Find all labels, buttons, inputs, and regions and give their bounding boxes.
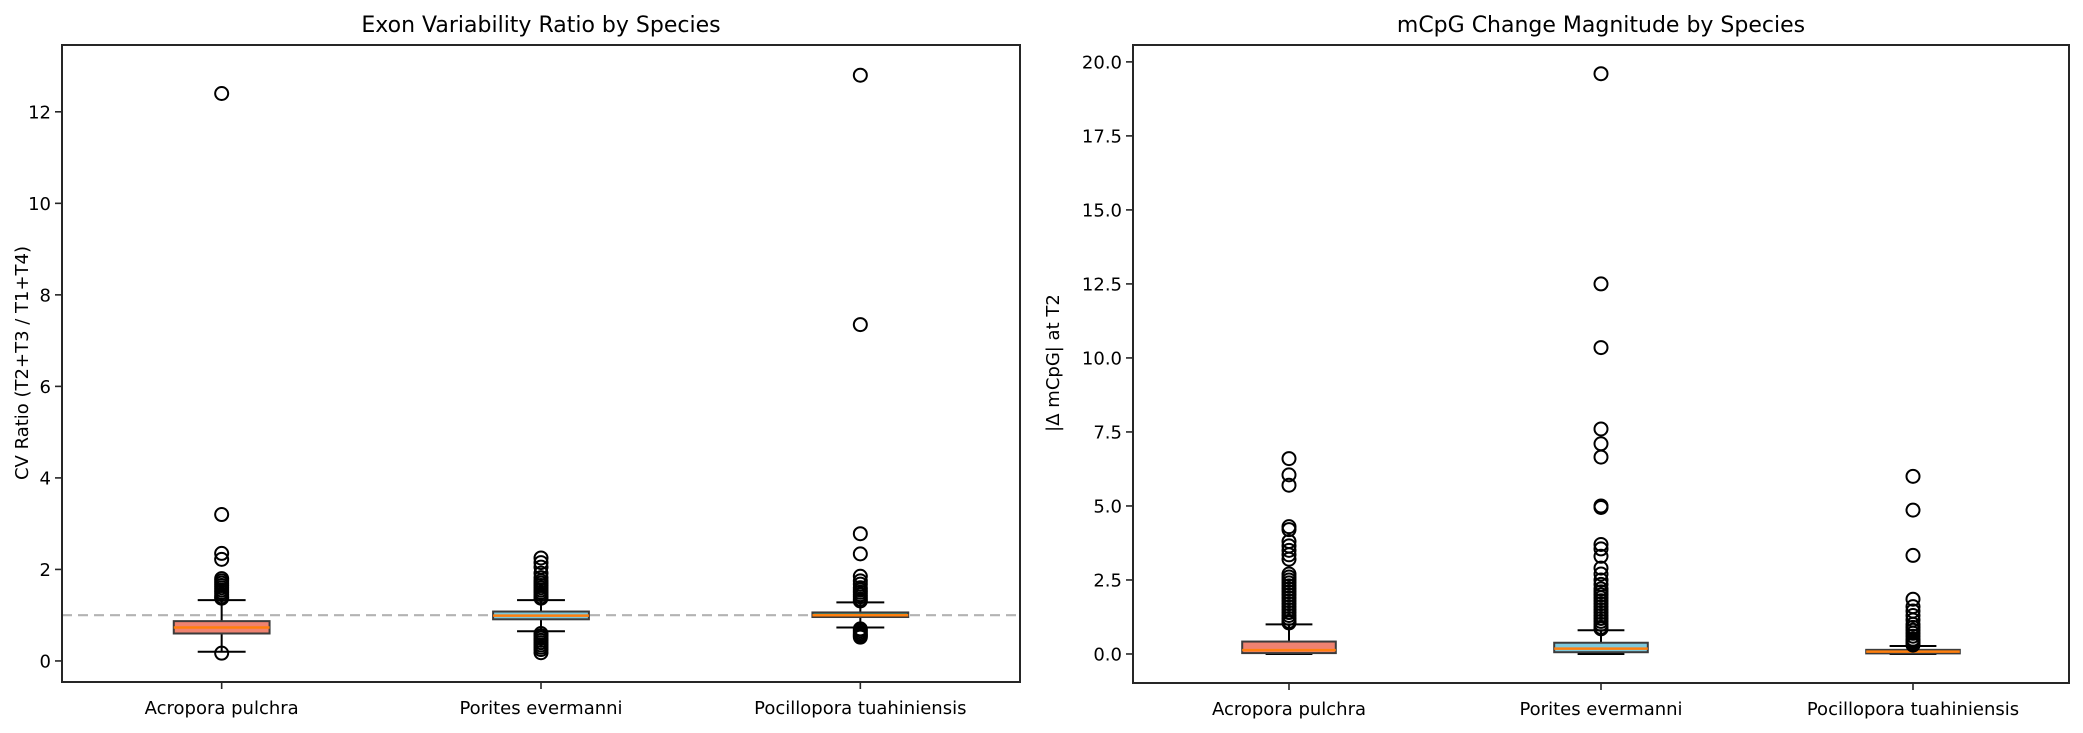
chart-title: Exon Variability Ratio by Species [361,13,720,38]
x-tick-label: Acropora pulchra [145,698,299,719]
panel-mcpg-change: mCpG Change Magnitude by Species |Δ mCpG… [1043,13,2070,720]
outlier-point [1281,451,1297,467]
outlier-point [1593,536,1609,552]
outlier-point [1281,519,1297,535]
x-tick-label: Acropora pulchra [1212,699,1366,720]
x-tick-label: Pocillopora tuahiniensis [754,698,966,719]
outlier-point [214,645,230,661]
outlier-point [1905,591,1921,607]
x-tick-label: Porites evermanni [1519,699,1682,720]
y-tick-label: 17.5 [1082,126,1122,147]
y-tick-label: 4 [40,468,51,489]
outlier-point [1593,572,1609,588]
outlier-point [1593,340,1609,356]
y-tick-label: 5.0 [1093,496,1122,517]
y-tick-label: 6 [40,377,51,398]
outlier-point [1281,542,1297,558]
outlier-point [1593,560,1609,576]
box-porites-evermanni [1553,66,1649,655]
y-tick-label: 12 [28,102,51,123]
outlier-point [852,629,868,645]
y-tick-label: 8 [40,285,51,306]
outlier-point [1593,548,1609,564]
outlier-point [1593,499,1609,515]
plot-area: Acropora pulchra Porites evermanni Pocillo… [28,44,1021,719]
outlier-point [852,546,868,562]
x-tick-label: Porites evermanni [459,698,622,719]
outlier-point [1905,502,1921,518]
x-tick-label: Pocillopora tuahiniensis [1807,699,2019,720]
outlier-point [1905,607,1921,623]
outlier-point [214,590,230,606]
outlier-point [1593,449,1609,465]
outlier-point [214,551,230,567]
outlier-point [1905,547,1921,563]
y-tick-label: 7.5 [1093,422,1122,443]
y-tick-label: 0 [40,651,51,672]
y-axis-label: |Δ mCpG| at T2 [1043,294,1064,432]
outlier-point [214,86,230,102]
box-pocillopora-tuahiniensis [811,67,910,645]
outlier-point [214,507,230,523]
y-tick-label: 10.0 [1082,348,1122,369]
outlier-point [1593,66,1609,82]
box-pocillopora-tuahiniensis [1865,468,1961,655]
outlier-point [1281,467,1297,483]
y-tick-label: 2 [40,560,51,581]
outlier-point [1593,421,1609,437]
outlier-point [1281,547,1297,563]
outlier-point [533,555,549,571]
axes-frame [61,44,1021,683]
y-tick-label: 12.5 [1082,274,1122,295]
axes-frame [1132,44,2070,684]
plot-area: Acropora pulchra Porites evermanni Pocillo… [1082,44,2070,720]
box-acropora-pulchra [1241,451,1337,655]
outlier-point [214,545,230,561]
y-tick-label: 0.0 [1093,644,1122,665]
panel-exon-variability: Exon Variability Ratio by Species CV Rat… [12,13,1021,719]
outlier-point [852,593,868,609]
y-axis-label: CV Ratio (T2+T3 / T1+T4) [12,246,33,480]
outlier-point [852,526,868,542]
y-tick-label: 10 [28,194,51,215]
box-iqr [1241,640,1337,655]
outlier-point [1593,621,1609,637]
outlier-point [1905,637,1921,653]
outlier-point [1593,436,1609,452]
box-acropora-pulchra [172,86,271,661]
outlier-point [1281,551,1297,567]
outlier-point [852,317,868,333]
y-tick-label: 15.0 [1082,200,1122,221]
outlier-point [1281,615,1297,631]
outlier-point [1593,566,1609,582]
y-tick-label: 20.0 [1082,52,1122,73]
box-porites-evermanni [492,550,590,661]
outlier-point [1281,522,1297,538]
outlier-point [1281,477,1297,493]
chart-title: mCpG Change Magnitude by Species [1397,13,1805,38]
outlier-point [1593,276,1609,292]
outlier-point [533,645,549,661]
outlier-point [1593,541,1609,557]
outlier-point [1905,468,1921,484]
outlier-point [533,590,549,606]
outlier-point [533,550,549,566]
outlier-point [852,67,868,83]
y-tick-label: 2.5 [1093,570,1122,591]
